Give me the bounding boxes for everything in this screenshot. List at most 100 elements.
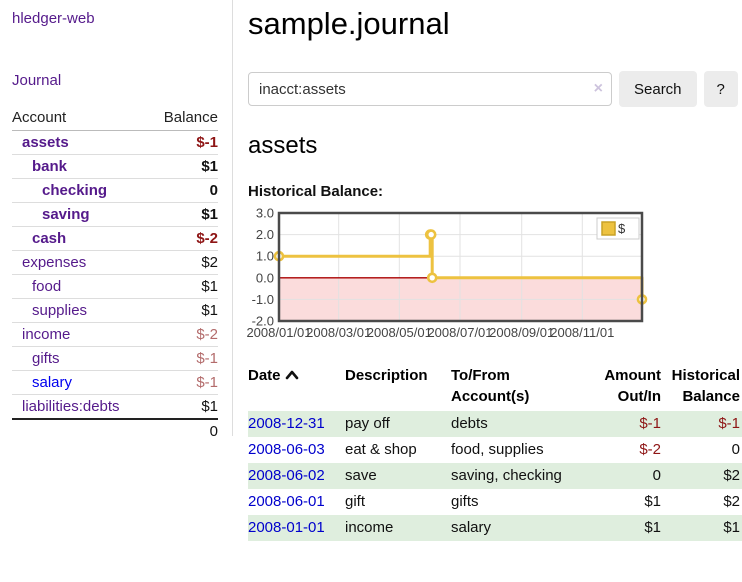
register-table: Date Description To/From Account(s) Amou… (248, 363, 742, 541)
accounts-header-account: Account (12, 106, 149, 131)
transaction-date-link[interactable]: 2008-01-01 (248, 519, 325, 536)
account-row: salary $-1 (12, 370, 218, 395)
account-balance: $1 (148, 202, 218, 227)
journal-link[interactable]: Journal (12, 72, 62, 89)
search-input-wrap: × (248, 72, 612, 106)
transaction-description: eat & shop (345, 441, 417, 458)
transaction-accounts: food, supplies (451, 441, 544, 458)
account-link-supplies[interactable]: supplies (32, 302, 88, 319)
account-balance: $-2 (148, 226, 218, 251)
main-content: sample.journal × Search ? assets Histori… (246, 0, 742, 541)
accounts-header-balance: Balance (148, 106, 218, 131)
svg-text:-1.0: -1.0 (252, 292, 274, 307)
account-link-assets[interactable]: assets (22, 134, 69, 151)
search-input[interactable] (248, 72, 612, 106)
transaction-accounts: salary (451, 519, 492, 536)
transaction-date-link[interactable]: 2008-06-03 (248, 441, 325, 458)
accounts-table: Account Balance assets $-1 bank $1 checking 0… (12, 106, 218, 443)
transaction-date: 2008-01-01 (248, 515, 345, 541)
register-header-description: Description (345, 367, 428, 384)
sort-ascending-icon (285, 366, 299, 387)
transaction-date: 2008-06-01 (248, 489, 345, 515)
account-link-bank[interactable]: bank (32, 158, 68, 175)
account-link-income[interactable]: income (22, 326, 71, 343)
svg-text:2008/07/01: 2008/07/01 (427, 325, 492, 340)
transaction-date: 2008-12-31 (248, 411, 345, 437)
transaction-accounts: debts (451, 415, 488, 432)
search-form: × Search ? (248, 71, 742, 107)
account-balance: $2 (148, 250, 218, 275)
clear-search-icon[interactable]: × (593, 80, 603, 97)
account-balance: $-2 (148, 322, 218, 347)
accounts-total-row: 0 (12, 418, 218, 443)
transaction-row[interactable]: 2008-12-31 pay off debts $-1 $-1 (248, 411, 742, 437)
account-row: checking 0 (12, 178, 218, 203)
search-button[interactable]: Search (619, 71, 697, 107)
account-heading: assets (248, 132, 318, 159)
chart-label: Historical Balance: (248, 183, 384, 200)
transaction-accounts: saving, checking (451, 467, 562, 484)
account-row: income $-2 (12, 322, 218, 347)
account-row: liabilities:debts $1 (12, 394, 218, 420)
svg-text:1.0: 1.0 (256, 249, 274, 264)
transaction-date-link[interactable]: 2008-12-31 (248, 415, 325, 432)
account-balance: $1 (148, 154, 218, 179)
account-row: gifts $-1 (12, 346, 218, 371)
transaction-balance: 0 (731, 441, 740, 458)
page-title: sample.journal (248, 6, 450, 41)
transaction-amount: 0 (652, 467, 661, 484)
transaction-date: 2008-06-02 (248, 463, 345, 489)
account-link-checking[interactable]: checking (42, 182, 108, 199)
transaction-balance: $1 (723, 519, 740, 536)
account-row: expenses $2 (12, 250, 218, 275)
transaction-description: income (345, 519, 394, 536)
account-balance: $-1 (148, 370, 218, 395)
account-row: assets $-1 (12, 130, 218, 155)
app-title-link[interactable]: hledger-web (12, 10, 95, 27)
account-row: saving $1 (12, 202, 218, 227)
account-link-food[interactable]: food (32, 278, 62, 295)
svg-text:2008/09/01: 2008/09/01 (489, 325, 554, 340)
account-link-gifts[interactable]: gifts (32, 350, 60, 367)
transaction-row[interactable]: 2008-01-01 income salary $1 $1 (248, 515, 742, 541)
account-balance: $-1 (148, 346, 218, 371)
transaction-amount: $1 (644, 493, 661, 510)
transaction-row[interactable]: 2008-06-01 gift gifts $1 $2 (248, 489, 742, 515)
account-balance: $1 (148, 394, 218, 420)
account-link-cash[interactable]: cash (32, 230, 67, 247)
sidebar: hledger-web Journal Account Balance asse… (0, 0, 233, 443)
account-row: bank $1 (12, 154, 218, 179)
account-link-expenses[interactable]: expenses (22, 254, 87, 271)
transaction-row[interactable]: 2008-06-03 eat & shop food, supplies $-2 0 (248, 437, 742, 463)
svg-text:0.0: 0.0 (256, 270, 274, 285)
register-header-date[interactable]: Date (248, 363, 345, 411)
account-balance: $1 (148, 274, 218, 299)
transaction-date-link[interactable]: 2008-06-01 (248, 493, 325, 510)
transaction-balance: $2 (723, 467, 740, 484)
transaction-row[interactable]: 2008-06-02 save saving, checking 0 $2 (248, 463, 742, 489)
account-row: cash $-2 (12, 226, 218, 251)
account-balance: 0 (148, 178, 218, 203)
transaction-amount: $1 (644, 519, 661, 536)
transaction-amount: $-1 (639, 415, 661, 432)
svg-text:2008/03/01: 2008/03/01 (306, 325, 371, 340)
transaction-description: pay off (345, 415, 390, 432)
help-button[interactable]: ? (703, 71, 738, 107)
transaction-date-link[interactable]: 2008-06-02 (248, 467, 325, 484)
account-balance: $1 (148, 298, 218, 323)
account-balance: $-1 (148, 130, 218, 155)
transaction-accounts: gifts (451, 493, 479, 510)
register-header-amount: Amount Out/In (604, 367, 661, 405)
svg-text:3.0: 3.0 (256, 206, 274, 221)
account-link-saving[interactable]: saving (42, 206, 90, 223)
svg-text:2008/01/01: 2008/01/01 (246, 325, 311, 340)
register-header-tofrom: To/From Account(s) (451, 367, 530, 405)
account-link-salary[interactable]: salary (32, 374, 73, 391)
transaction-balance: $-1 (718, 415, 740, 432)
register-header-balance: Historical Balance (671, 367, 740, 405)
account-row: food $1 (12, 274, 218, 299)
svg-text:-2.0: -2.0 (252, 314, 274, 329)
svg-text:$: $ (618, 221, 626, 236)
account-row: supplies $1 (12, 298, 218, 323)
account-link-liabilities-debts[interactable]: liabilities:debts (22, 398, 120, 415)
